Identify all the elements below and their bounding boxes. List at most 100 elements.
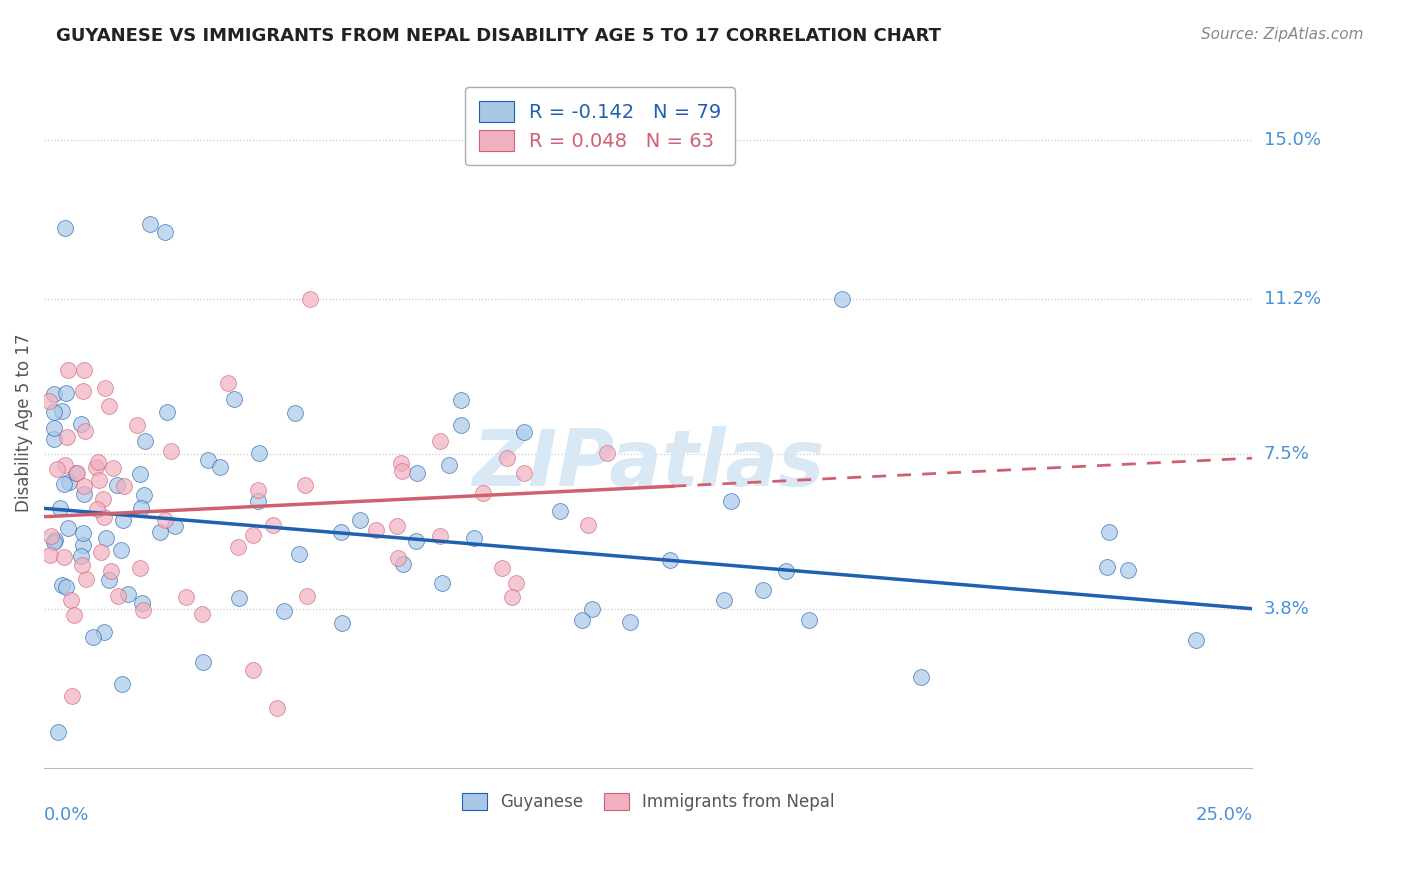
- Point: [571, 613, 593, 627]
- Point: [73, 424, 96, 438]
- Point: [93, 510, 115, 524]
- Text: 7.5%: 7.5%: [1264, 445, 1309, 463]
- Point: [39, 528, 62, 542]
- Point: [60, 593, 83, 607]
- Point: [75, 572, 97, 586]
- Point: [242, 663, 264, 677]
- Point: [332, 615, 354, 630]
- Point: [153, 513, 176, 527]
- Point: [105, 478, 128, 492]
- Point: [132, 602, 155, 616]
- Point: [56, 521, 79, 535]
- Point: [450, 393, 472, 408]
- Point: [262, 518, 284, 533]
- Point: [226, 541, 249, 555]
- Point: [1185, 633, 1208, 648]
- Point: [39, 548, 62, 562]
- Point: [713, 593, 735, 607]
- Point: [93, 381, 115, 395]
- Point: [432, 575, 454, 590]
- Text: 0.0%: 0.0%: [44, 805, 90, 823]
- Point: [266, 701, 288, 715]
- Point: [66, 466, 89, 480]
- Point: [42, 421, 65, 435]
- Text: ZIPatlas: ZIPatlas: [472, 426, 824, 502]
- Y-axis label: Disability Age 5 to 17: Disability Age 5 to 17: [15, 334, 32, 512]
- Point: [128, 467, 150, 482]
- Point: [191, 607, 214, 621]
- Point: [208, 459, 231, 474]
- Point: [222, 392, 245, 406]
- Point: [129, 500, 152, 515]
- Point: [90, 545, 112, 559]
- Point: [619, 615, 641, 629]
- Point: [112, 479, 135, 493]
- Point: [405, 533, 427, 548]
- Point: [60, 689, 83, 703]
- Point: [55, 221, 77, 235]
- Point: [512, 425, 534, 440]
- Point: [330, 525, 353, 540]
- Point: [103, 460, 125, 475]
- Point: [107, 590, 129, 604]
- Legend: Guyanese, Immigrants from Nepal: Guyanese, Immigrants from Nepal: [453, 783, 845, 822]
- Point: [429, 434, 451, 448]
- Point: [91, 491, 114, 506]
- Point: [505, 575, 527, 590]
- Point: [149, 524, 172, 539]
- Point: [228, 591, 250, 606]
- Point: [1098, 525, 1121, 540]
- Point: [298, 292, 321, 306]
- Point: [65, 466, 87, 480]
- Point: [42, 405, 65, 419]
- Point: [389, 456, 412, 470]
- Point: [246, 494, 269, 508]
- Point: [49, 501, 72, 516]
- Point: [273, 604, 295, 618]
- Point: [1097, 560, 1119, 574]
- Point: [139, 217, 162, 231]
- Point: [45, 461, 67, 475]
- Point: [191, 655, 214, 669]
- Point: [160, 443, 183, 458]
- Text: GUYANESE VS IMMIGRANTS FROM NEPAL DISABILITY AGE 5 TO 17 CORRELATION CHART: GUYANESE VS IMMIGRANTS FROM NEPAL DISABI…: [56, 27, 941, 45]
- Text: 15.0%: 15.0%: [1264, 131, 1320, 149]
- Point: [53, 549, 76, 564]
- Point: [72, 538, 94, 552]
- Point: [294, 478, 316, 492]
- Point: [197, 452, 219, 467]
- Point: [110, 543, 132, 558]
- Point: [112, 513, 135, 527]
- Point: [387, 551, 409, 566]
- Point: [247, 446, 270, 460]
- Point: [129, 560, 152, 574]
- Point: [69, 417, 91, 432]
- Point: [70, 549, 93, 563]
- Point: [53, 458, 76, 472]
- Point: [491, 561, 513, 575]
- Point: [42, 432, 65, 446]
- Point: [73, 486, 96, 500]
- Point: [94, 531, 117, 545]
- Point: [73, 479, 96, 493]
- Point: [73, 363, 96, 377]
- Point: [72, 384, 94, 399]
- Point: [156, 405, 179, 419]
- Point: [752, 582, 775, 597]
- Point: [437, 458, 460, 472]
- Point: [86, 502, 108, 516]
- Point: [93, 625, 115, 640]
- Point: [53, 476, 76, 491]
- Point: [405, 466, 427, 480]
- Text: 25.0%: 25.0%: [1195, 805, 1253, 823]
- Point: [86, 455, 108, 469]
- Point: [42, 387, 65, 401]
- Point: [86, 459, 108, 474]
- Point: [87, 473, 110, 487]
- Point: [163, 518, 186, 533]
- Point: [799, 613, 821, 627]
- Point: [513, 466, 536, 480]
- Point: [111, 677, 134, 691]
- Point: [288, 547, 311, 561]
- Point: [97, 573, 120, 587]
